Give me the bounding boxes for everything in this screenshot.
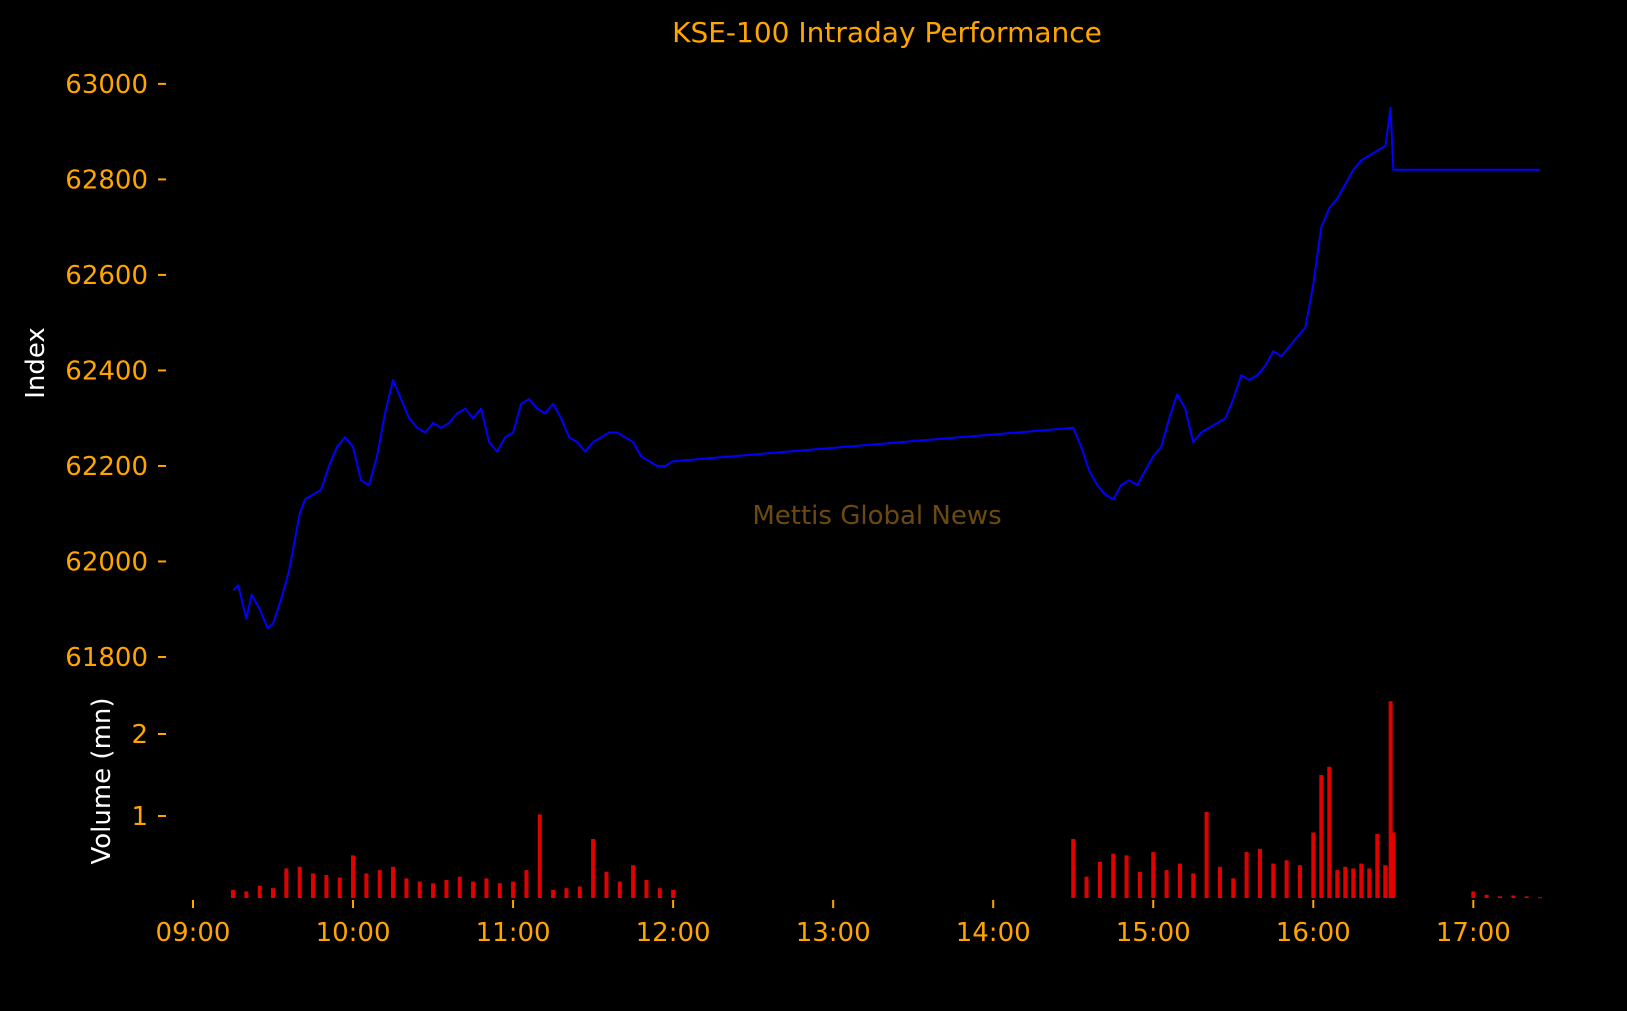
volume-bar (1191, 873, 1196, 898)
volume-bar (1137, 871, 1142, 898)
price-tick-label: 62200 (65, 452, 148, 482)
volume-bar (1297, 865, 1302, 898)
price-tick-label: 63000 (65, 70, 148, 100)
volume-bar (564, 888, 569, 898)
volume-bar (297, 866, 302, 898)
volume-bar (537, 814, 542, 898)
volume-bar (604, 871, 609, 898)
volume-bar (1151, 852, 1156, 898)
volume-bar (364, 873, 369, 898)
volume-bar (231, 889, 236, 898)
volume-bar (1351, 868, 1356, 898)
volume-bar (551, 889, 556, 898)
price-tick-label: 62000 (65, 547, 148, 577)
volume-axis-label: Volume (mn) (87, 697, 117, 864)
volume-bar (257, 885, 262, 898)
time-tick-label: 13:00 (796, 918, 871, 948)
index-line (232, 106, 1540, 630)
volume-bar (271, 888, 276, 898)
volume-bar (1124, 855, 1129, 898)
volume-bar (497, 883, 502, 898)
volume-bar (524, 870, 529, 898)
volume-bar (351, 855, 356, 898)
volume-bar (1367, 868, 1372, 898)
volume-bars (231, 701, 1542, 899)
volume-tick-label: 2 (131, 720, 148, 750)
time-x-axis: 09:00 10:00 11:00 12:00 13:00 14:00 15:00 16:00… (156, 900, 1511, 948)
volume-bar (337, 877, 342, 898)
volume-bar (617, 881, 622, 898)
volume-bar (1084, 876, 1089, 898)
time-tick-label: 15:00 (1116, 918, 1191, 948)
time-tick-label: 14:00 (956, 918, 1031, 948)
volume-bar (1383, 865, 1388, 898)
volume-bar (511, 881, 516, 898)
volume-bar (244, 891, 249, 898)
volume-bar (1471, 891, 1476, 898)
volume-bar (1071, 838, 1076, 898)
volume-bar (1319, 775, 1324, 898)
volume-bar (1244, 852, 1249, 898)
volume-bar (1388, 701, 1393, 898)
volume-bar (1231, 878, 1236, 898)
volume-bar (484, 878, 489, 898)
volume-bar (1327, 766, 1332, 898)
volume-bar (457, 876, 462, 898)
volume-bar (1359, 863, 1364, 898)
volume-bar (1177, 863, 1182, 898)
volume-bar (391, 866, 396, 898)
volume-bar (1164, 870, 1169, 898)
volume-bar (377, 870, 382, 898)
volume-bar (1511, 895, 1516, 898)
volume-bar (1343, 866, 1348, 898)
volume-bar (1375, 834, 1380, 898)
volume-bar (1484, 894, 1489, 898)
price-tick-label: 62800 (65, 165, 148, 195)
volume-bar (417, 881, 422, 898)
volume-bar (284, 868, 289, 898)
chart-title: KSE-100 Intraday Performance (672, 16, 1102, 49)
time-tick-label: 10:00 (316, 918, 391, 948)
time-tick-label: 12:00 (636, 918, 711, 948)
volume-bar (644, 879, 649, 898)
volume-bar (431, 883, 436, 898)
volume-bar (591, 838, 596, 898)
volume-bar (324, 875, 329, 898)
volume-bar (1271, 863, 1276, 898)
volume-bar (657, 888, 662, 898)
volume-y-axis: 12 (131, 720, 166, 832)
volume-bar (1497, 896, 1502, 898)
price-tick-label: 62400 (65, 356, 148, 386)
volume-bar (1538, 897, 1542, 899)
volume-bar (311, 873, 316, 898)
volume-bar (1284, 860, 1289, 898)
volume-bar (444, 879, 449, 898)
volume-bar (577, 886, 582, 898)
price-y-axis: 61800 62000 62200 62400 62600 62800 63000 (65, 70, 166, 673)
volume-bar (1257, 848, 1262, 898)
volume-bar (671, 889, 676, 898)
time-tick-label: 17:00 (1436, 918, 1511, 948)
volume-bar (471, 881, 476, 898)
volume-bar (1391, 832, 1396, 898)
time-tick-label: 16:00 (1276, 918, 1351, 948)
volume-bar (1524, 896, 1529, 898)
volume-bar (1311, 832, 1316, 898)
watermark: Mettis Global News (752, 501, 1001, 531)
volume-bar (1097, 861, 1102, 898)
price-tick-label: 61800 (65, 643, 148, 673)
price-axis-label: Index (21, 327, 51, 399)
volume-bar (1217, 866, 1222, 898)
time-tick-label: 11:00 (476, 918, 551, 948)
price-tick-label: 62600 (65, 261, 148, 291)
volume-bar (404, 878, 409, 898)
volume-bar (1204, 811, 1209, 898)
volume-bar (1111, 853, 1116, 898)
volume-bar (1335, 870, 1340, 898)
volume-bar (631, 865, 636, 898)
time-tick-label: 09:00 (156, 918, 231, 948)
volume-tick-label: 1 (131, 802, 148, 832)
